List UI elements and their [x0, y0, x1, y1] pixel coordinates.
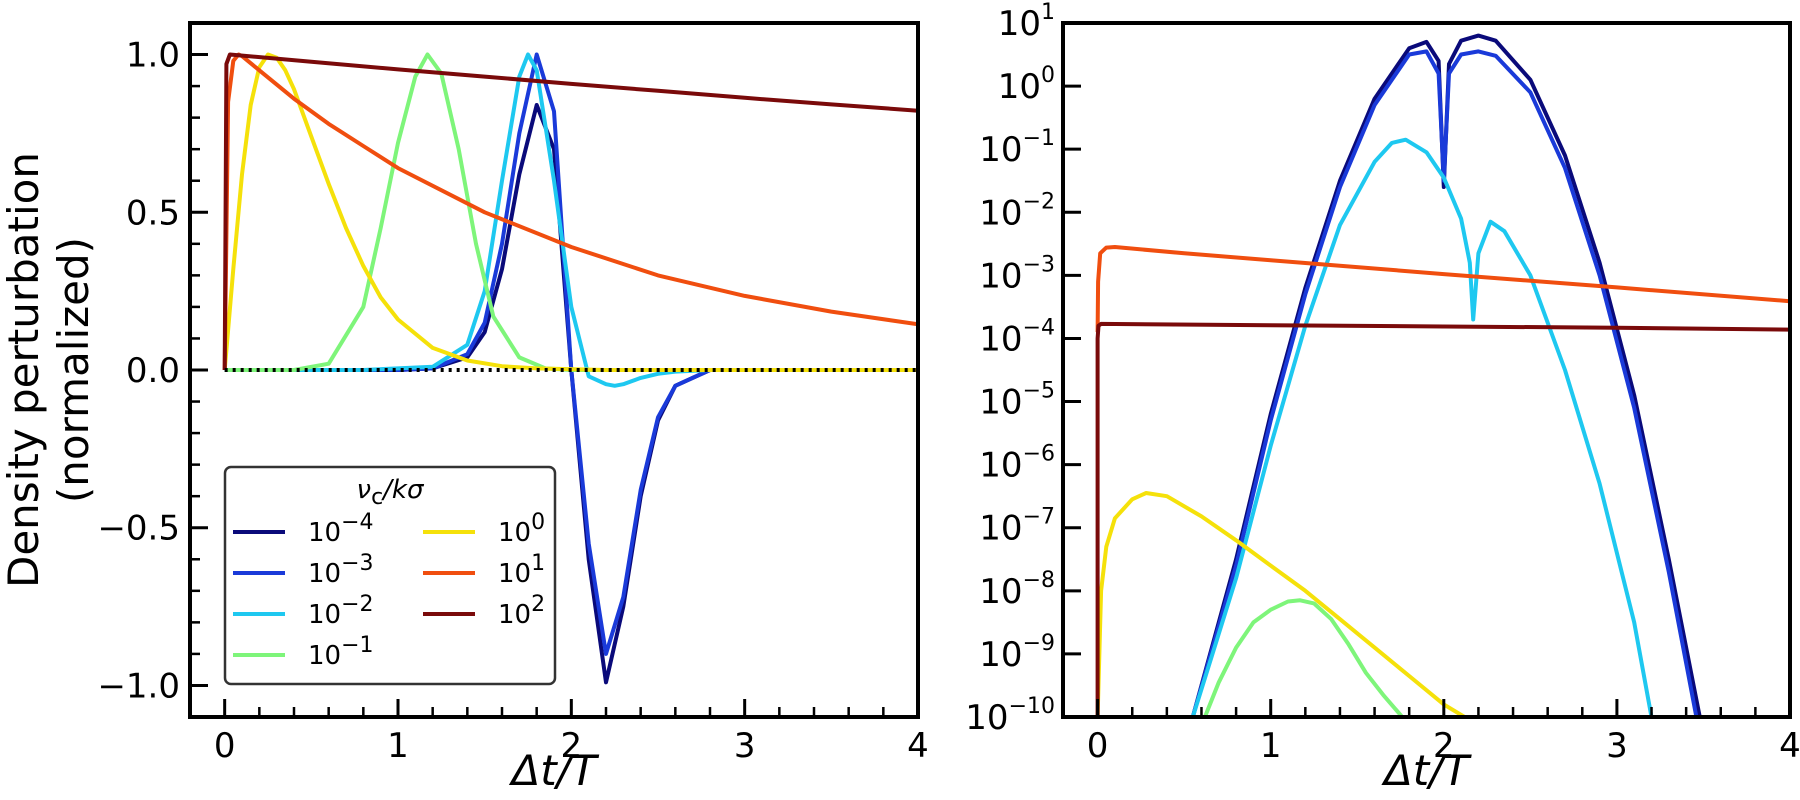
right-x-tick-label: 0: [1087, 726, 1109, 766]
right-x-tick-label: 1: [1260, 726, 1282, 766]
y-axis-title-line1: Density perturbation: [0, 152, 48, 588]
right-series-line-1e-3: [1190, 49, 1699, 717]
right-series-line-1e0: [1095, 491, 1466, 717]
right-x-axis-title: Δt/T: [1381, 746, 1472, 795]
legend-label-1e0: 100: [498, 510, 545, 548]
left-series-group: [222, 52, 918, 685]
legend-title: νc/kσ: [357, 475, 425, 510]
right-y-tick-label: 10−2: [979, 189, 1055, 233]
legend-label-1e2: 102: [498, 592, 545, 630]
right-series-line-1e1: [1095, 245, 1790, 333]
left-y-axis-title: Density perturbation (normalized): [0, 152, 98, 588]
left-y-tick-label: −0.5: [97, 509, 180, 549]
left-y-tick-label: 1.0: [126, 36, 180, 76]
right-series-group: [1095, 33, 1790, 717]
left-y-tick-label: 0.0: [126, 351, 180, 391]
left-y-tick-label: −1.0: [97, 666, 180, 706]
left-series-line-1e-1: [224, 52, 918, 372]
right-y-tick-label: 101: [998, 0, 1055, 44]
legend-box: [223, 465, 557, 686]
legend-label-1e-4: 10−4: [308, 510, 374, 548]
right-x-tick-label: 4: [1779, 726, 1800, 766]
left-x-tick-label: 3: [734, 726, 756, 766]
left-x-tick-label: 4: [907, 726, 929, 766]
legend-label-1e-2: 10−2: [308, 592, 374, 630]
legend-label-1e-1: 10−1: [308, 633, 374, 671]
right-y-tick-label: 10−8: [979, 568, 1055, 612]
right-x-tick-label: 2: [1433, 726, 1455, 766]
left-x-tick-label: 0: [214, 726, 236, 766]
right-y-tick-label: 10−10: [965, 694, 1055, 738]
right-axes-frame: [1061, 21, 1792, 719]
left-chart-panel: 0 1 2 3 4 −1.0 −0.5 0.0 0.5 1.0 Δt/T Density pertur…: [0, 21, 929, 795]
left-series-line-1e2: [222, 52, 918, 371]
right-series-line-1e-1: [1203, 598, 1404, 717]
left-y-tick-label: 0.5: [126, 193, 180, 233]
legend-label-1e1: 101: [498, 551, 545, 589]
right-y-tick-label: 10−9: [979, 631, 1055, 675]
left-series-line-1e0: [222, 52, 918, 372]
right-series-line-1e-2: [1190, 137, 1654, 717]
right-y-tick-label: 10−4: [979, 315, 1055, 359]
right-y-tick-label: 10−1: [979, 126, 1055, 170]
right-y-tick-label: 10−3: [979, 252, 1055, 296]
left-series-line-1e1: [222, 52, 918, 371]
y-axis-title-line2: (normalized): [49, 237, 98, 503]
right-y-tick-label: 10−6: [979, 442, 1055, 486]
left-x-tick-label: 1: [387, 726, 409, 766]
legend-label-1e-3: 10−3: [308, 551, 374, 589]
right-series-line-1e2: [1095, 321, 1790, 717]
right-y-tick-label: 100: [998, 63, 1055, 107]
left-x-tick-label: 2: [561, 726, 583, 766]
right-x-tick-label: 3: [1606, 726, 1628, 766]
left-x-axis-title: Δt/T: [508, 746, 599, 795]
right-y-tick-label: 10−5: [979, 379, 1055, 423]
right-chart-panel: 0 1 2 3 4 101 100 10−1 10−2 10−3 10−4 10−5 10−6 10−7 1…: [965, 0, 1800, 795]
right-y-tick-label: 10−7: [979, 505, 1055, 549]
